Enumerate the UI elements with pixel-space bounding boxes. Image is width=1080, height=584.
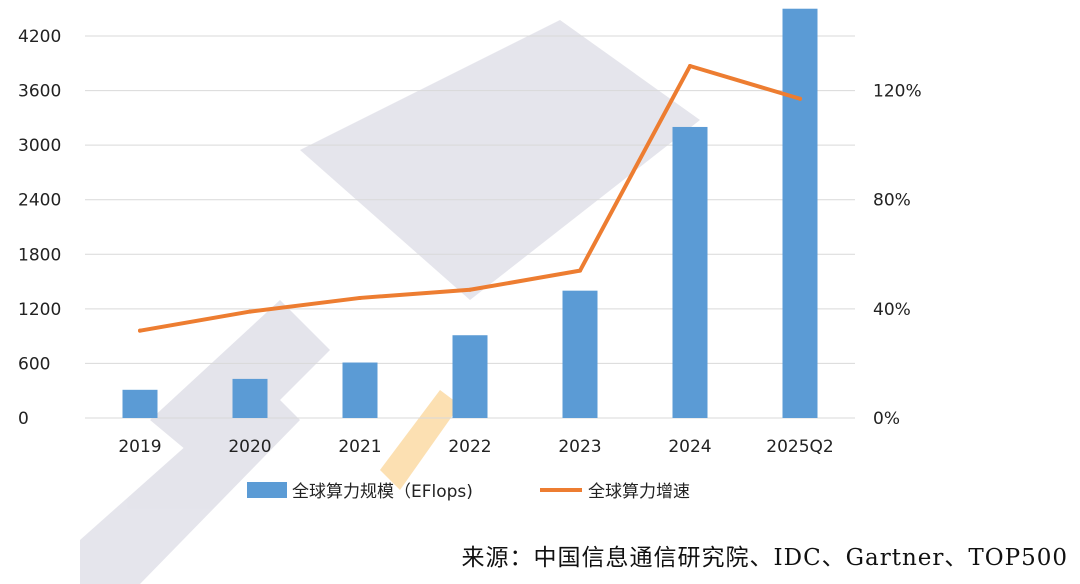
y-right-tick-label: 80% bbox=[873, 191, 911, 211]
bar bbox=[232, 378, 268, 418]
x-tick-label: 2021 bbox=[338, 437, 381, 457]
y-left-tick-label: 1200 bbox=[18, 300, 61, 320]
y-left-tick-label: 3000 bbox=[18, 136, 61, 156]
y-right-tick-label: 120% bbox=[873, 82, 922, 102]
line-point bbox=[248, 309, 252, 314]
y-right-tick-label: 0% bbox=[873, 409, 900, 429]
x-tick-label: 2019 bbox=[118, 437, 161, 457]
axis-labels: 0 600 1200 1800 2400 3000 3600 4200 0% 40% 80% 120%… bbox=[18, 27, 922, 457]
line-point bbox=[358, 295, 362, 300]
line-point bbox=[578, 268, 582, 273]
y-left-tick-label: 2400 bbox=[18, 191, 61, 211]
bar bbox=[452, 335, 488, 418]
line-point bbox=[138, 328, 142, 333]
y-right-tick-label: 40% bbox=[873, 300, 911, 320]
x-tick-label: 2020 bbox=[228, 437, 271, 457]
legend-line-label: 全球算力增速 bbox=[588, 482, 690, 502]
legend-bar-label: 全球算力规模（EFlops) bbox=[292, 482, 473, 502]
x-tick-label: 2025Q2 bbox=[766, 437, 833, 457]
bar bbox=[562, 290, 598, 418]
line-point bbox=[688, 64, 692, 69]
legend: 全球算力规模（EFlops) 全球算力增速 bbox=[247, 482, 690, 502]
bar bbox=[782, 8, 818, 418]
line-point bbox=[468, 287, 472, 292]
bar bbox=[672, 126, 708, 418]
y-left-tick-label: 600 bbox=[18, 354, 50, 374]
legend-bar-swatch bbox=[247, 482, 287, 498]
y-left-tick-label: 4200 bbox=[18, 27, 61, 47]
x-tick-label: 2023 bbox=[558, 437, 601, 457]
line-series bbox=[138, 64, 802, 333]
source-note: 来源：中国信息通信研究院、IDC、Gartner、TOP500 bbox=[461, 545, 1068, 571]
y-left-tick-label: 0 bbox=[18, 409, 29, 429]
y-left-tick-label: 1800 bbox=[18, 245, 61, 265]
line-point bbox=[798, 96, 802, 101]
x-tick-label: 2024 bbox=[668, 437, 711, 457]
bar bbox=[122, 389, 158, 418]
bar bbox=[342, 362, 378, 418]
bar-series bbox=[122, 8, 818, 418]
x-tick-label: 2022 bbox=[448, 437, 491, 457]
y-left-tick-label: 3600 bbox=[18, 82, 61, 102]
